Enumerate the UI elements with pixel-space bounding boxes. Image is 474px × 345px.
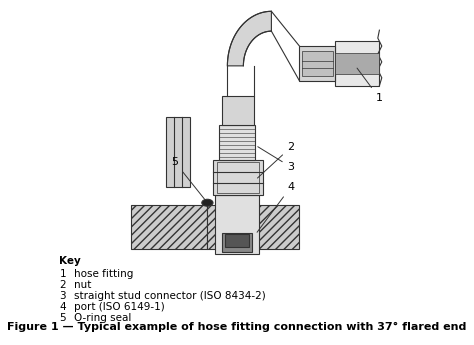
Bar — [222, 96, 254, 125]
Bar — [336, 41, 379, 86]
Bar — [217, 162, 259, 193]
Text: port (ISO 6149-1): port (ISO 6149-1) — [74, 302, 164, 312]
Text: 4: 4 — [257, 182, 294, 232]
Polygon shape — [228, 11, 272, 66]
Bar — [302, 51, 333, 76]
Text: 2: 2 — [59, 280, 66, 290]
Text: nut: nut — [74, 280, 91, 290]
Bar — [222, 233, 252, 252]
Text: Key: Key — [59, 256, 81, 266]
Bar — [215, 195, 259, 254]
Text: 3: 3 — [59, 291, 66, 301]
Text: 5: 5 — [59, 313, 66, 323]
Bar — [219, 125, 255, 160]
Text: 3: 3 — [258, 147, 294, 172]
Text: 4: 4 — [59, 302, 66, 312]
Text: hose fitting: hose fitting — [74, 269, 133, 279]
Text: 1: 1 — [59, 269, 66, 279]
Text: O-ring seal: O-ring seal — [74, 313, 131, 323]
Bar — [300, 46, 336, 81]
Bar — [166, 117, 190, 187]
Bar — [225, 234, 249, 247]
Ellipse shape — [202, 199, 213, 206]
Text: 2: 2 — [257, 142, 294, 178]
Bar — [208, 205, 300, 249]
Bar — [131, 205, 208, 249]
Bar — [213, 160, 263, 195]
Bar — [336, 53, 379, 74]
Text: Figure 1 — Typical example of hose fitting connection with 37° flared end: Figure 1 — Typical example of hose fitti… — [7, 322, 467, 332]
Text: straight stud connector (ISO 8434-2): straight stud connector (ISO 8434-2) — [74, 291, 265, 301]
Text: 5: 5 — [172, 157, 206, 200]
Text: 1: 1 — [357, 68, 383, 102]
